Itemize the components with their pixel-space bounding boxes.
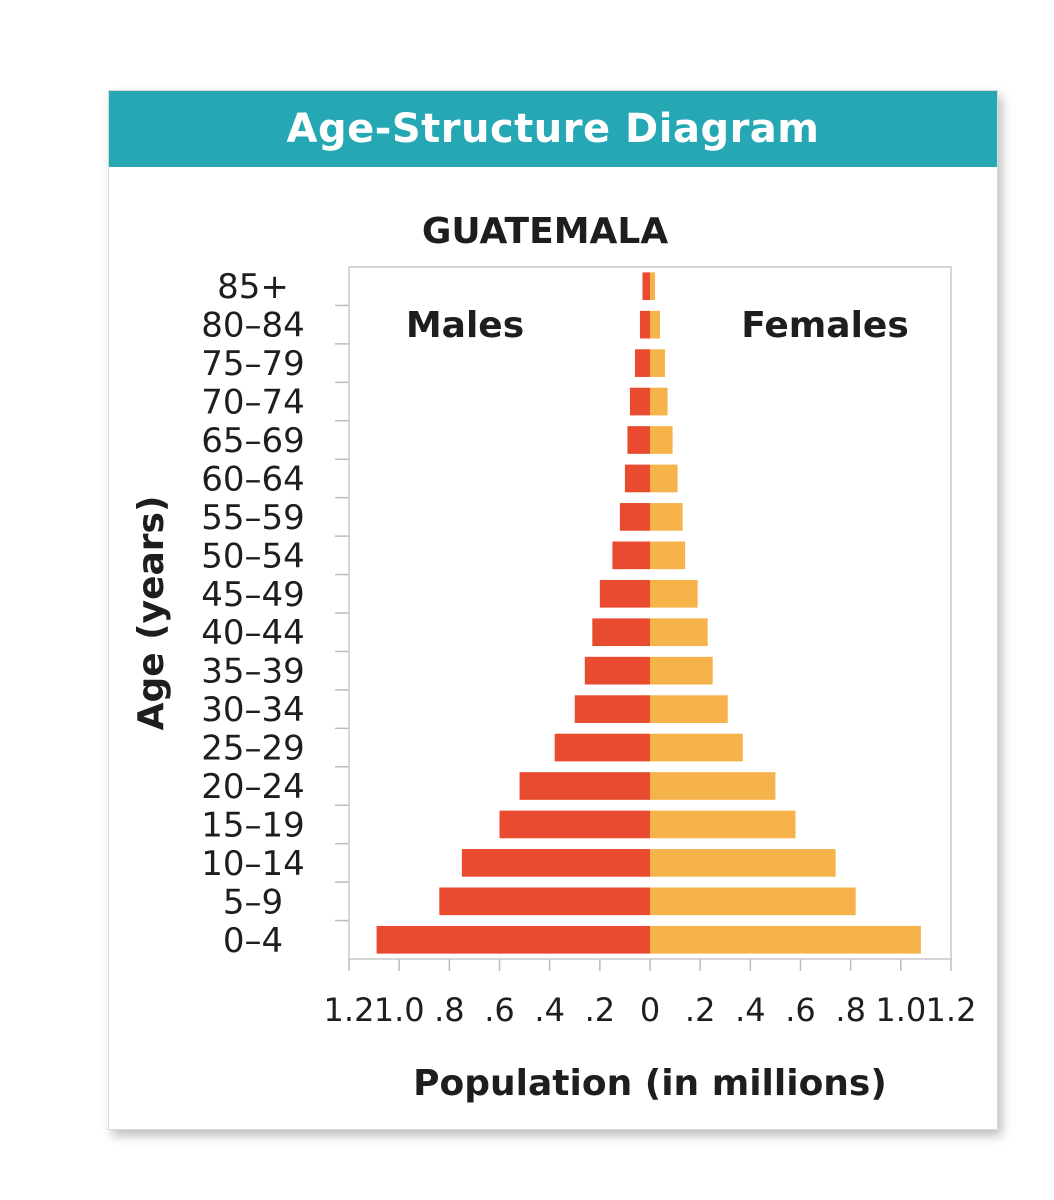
y-tick-label: 75–79: [201, 344, 305, 384]
y-tick-label: 10–14: [201, 844, 305, 884]
bar-females-17: [650, 925, 921, 954]
bar-females-4: [650, 426, 673, 454]
x-tick-label: .8: [434, 991, 465, 1029]
y-tick-label: 20–24: [201, 767, 305, 807]
bar-females-7: [650, 541, 686, 570]
x-tick-label: .4: [534, 991, 565, 1029]
bar-males-10: [584, 656, 650, 685]
x-tick-label: 1.2: [324, 991, 375, 1029]
bar-females-13: [650, 772, 776, 800]
series-label-males: Males: [406, 305, 524, 346]
chart-card: Age-Structure Diagram GUATEMALA 85+ 80–84…: [108, 90, 998, 1130]
population-pyramid-chart: GUATEMALA 85+80–8475–7970–7465–6960–6455…: [131, 211, 977, 1104]
y-tick-label: 45–49: [201, 575, 305, 615]
y-tick-label: 5–9: [223, 882, 283, 922]
y-tick-labels: 85+80–8475–7970–7465–6960–6455–5950–5445…: [201, 267, 305, 961]
x-tick-label: .6: [785, 991, 816, 1029]
x-tick-label: .2: [685, 991, 716, 1029]
bar-females-14: [650, 810, 796, 839]
y-tick-label: 70–74: [201, 383, 305, 423]
bars-group: [376, 272, 921, 954]
bar-males-6: [619, 503, 650, 531]
bar-males-17: [376, 925, 650, 954]
bar-females-3: [650, 387, 668, 416]
y-tick-label: 60–64: [201, 459, 305, 499]
y-tick-label: 0–4: [223, 921, 283, 961]
bar-females-1: [650, 310, 661, 339]
bar-females-16: [650, 887, 856, 916]
bar-females-9: [650, 618, 708, 647]
x-tick-label: .8: [835, 991, 866, 1029]
bar-females-10: [650, 656, 713, 685]
bar-males-3: [629, 387, 650, 416]
y-tick-label: 25–29: [201, 729, 305, 769]
card-header: Age-Structure Diagram: [109, 91, 997, 167]
bar-males-11: [574, 695, 650, 723]
bar-females-15: [650, 849, 836, 877]
bar-males-14: [499, 810, 650, 839]
y-tick-label: 50–54: [201, 536, 305, 576]
card-title: Age-Structure Diagram: [286, 106, 820, 152]
y-tick-label: 30–34: [201, 690, 305, 730]
bar-males-7: [612, 541, 650, 570]
x-tick-label: 0: [640, 991, 660, 1029]
bar-males-2: [634, 349, 650, 377]
bar-females-8: [650, 579, 698, 608]
bar-males-12: [554, 733, 650, 762]
x-tick-marks: [348, 959, 952, 971]
bar-males-16: [439, 887, 650, 916]
bar-males-15: [461, 849, 650, 877]
bar-males-9: [592, 618, 650, 647]
x-axis-label: Population (in millions): [413, 1063, 887, 1104]
bar-females-0: [650, 272, 656, 301]
bar-females-12: [650, 733, 743, 762]
bar-males-5: [624, 464, 650, 493]
series-label-females: Females: [741, 305, 909, 346]
y-tick-label: 80–84: [201, 306, 305, 346]
x-tick-label: 1.0: [374, 991, 425, 1029]
bar-females-5: [650, 464, 678, 493]
x-tick-labels: 1.2 1.0.8.6.4.2 0.2.4.6.8 1.0 1.2: [324, 991, 977, 1029]
y-tick-label: 15–19: [201, 805, 305, 845]
y-tick-label: 55–59: [201, 498, 305, 538]
y-tick-label: 85+: [217, 267, 289, 307]
x-tick-label: .2: [585, 991, 616, 1029]
bar-males-4: [627, 426, 650, 454]
bar-males-1: [639, 310, 650, 339]
bar-females-11: [650, 695, 728, 723]
y-tick-label: 65–69: [201, 421, 305, 461]
x-tick-label: .6: [484, 991, 515, 1029]
bar-males-0: [642, 272, 650, 301]
bar-males-13: [519, 772, 650, 800]
x-tick-label: 1.0: [875, 991, 926, 1029]
chart-title: GUATEMALA: [422, 211, 669, 252]
x-tick-label: 1.2: [926, 991, 977, 1029]
y-axis-label: Age (years): [131, 496, 172, 731]
bar-females-2: [650, 349, 666, 377]
x-tick-label: .4: [735, 991, 766, 1029]
y-tick-marks: [335, 304, 349, 922]
bar-females-6: [650, 503, 683, 531]
bar-males-8: [599, 579, 650, 608]
y-tick-label: 40–44: [201, 613, 305, 653]
y-tick-label: 35–39: [201, 652, 305, 692]
